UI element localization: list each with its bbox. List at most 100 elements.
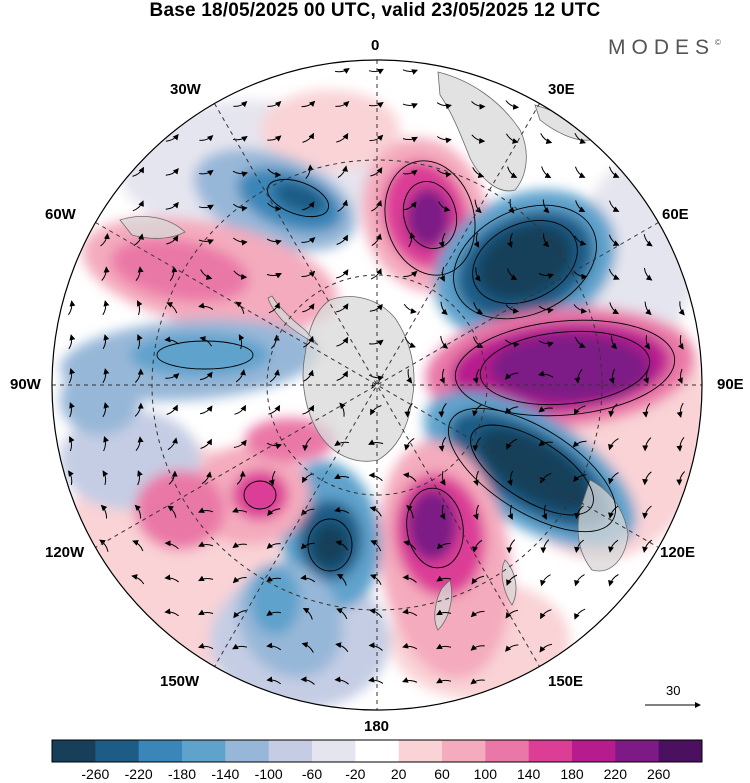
wind-arrow	[198, 609, 214, 615]
wind-arrow	[473, 232, 480, 248]
wind-arrow	[472, 437, 482, 452]
wind-arrow	[439, 368, 445, 384]
wind-arrow	[267, 101, 282, 108]
wind-arrow	[302, 303, 315, 313]
reference-vector-label: 30	[666, 683, 681, 698]
colorbar-tick-label: -180	[167, 766, 197, 782]
wind-arrow	[505, 644, 519, 652]
colorbar	[51, 739, 703, 763]
wind-arrow	[303, 369, 314, 382]
wind-arrow	[436, 609, 452, 616]
wind-arrow	[134, 368, 144, 383]
wind-arrow	[336, 269, 349, 279]
wind-arrow	[368, 374, 384, 382]
wind-arrow	[135, 436, 144, 452]
wind-arrow	[403, 303, 417, 314]
wind-arrow	[506, 470, 514, 486]
wind-arrow	[369, 102, 384, 108]
colorbar-tick-label: -20	[345, 766, 366, 782]
wind-arrow	[408, 232, 416, 248]
wind-arrow	[642, 539, 653, 553]
colorbar-tick-label: 260	[646, 766, 671, 782]
wind-arrow	[439, 504, 446, 520]
wind-arrow	[642, 437, 652, 452]
wind-arrow	[232, 643, 248, 650]
wind-arrow	[402, 69, 418, 75]
wind-arrow	[267, 135, 282, 142]
wind-arrow	[336, 336, 349, 347]
wind-arrow	[403, 169, 418, 176]
wind-arrow	[198, 642, 214, 650]
wind-arrow	[268, 302, 280, 314]
wind-arrow	[198, 507, 214, 513]
wind-arrow	[538, 370, 554, 378]
wind-arrow	[102, 402, 110, 418]
colorbar-tick-label: 100	[473, 766, 498, 782]
wind-arrow	[368, 68, 384, 75]
wind-arrow	[470, 610, 485, 618]
wind-arrow	[471, 575, 484, 585]
wind-arrow	[336, 234, 348, 245]
wind-arrow	[406, 369, 413, 384]
wind-arrow	[538, 305, 554, 314]
wind-arrow	[132, 540, 144, 552]
wind-arrow	[266, 576, 281, 582]
wind-arrow	[403, 270, 418, 278]
lon-label-150w: 150W	[160, 673, 200, 690]
wind-arrow	[334, 440, 349, 446]
wind-arrow	[505, 406, 519, 415]
wind-arrow	[102, 470, 109, 486]
wind-arrow	[336, 133, 349, 143]
wind-arrow	[369, 574, 382, 586]
colorbar-frame	[51, 739, 703, 763]
wind-arrow	[68, 470, 74, 485]
colorbar-swatch	[528, 740, 573, 762]
wind-arrow	[436, 575, 452, 582]
colorbar-tick-label: 220	[603, 766, 628, 782]
lon-label-60w: 60W	[45, 206, 76, 223]
wind-arrow	[643, 267, 653, 281]
wind-arrow	[267, 202, 282, 212]
wind-arrow	[436, 643, 452, 650]
wind-arrow	[334, 506, 350, 514]
wind-arrow	[540, 574, 551, 587]
wind-arrow	[267, 508, 281, 516]
wind-arrow	[439, 266, 445, 282]
wind-arrow	[505, 100, 520, 110]
wind-arrow	[436, 102, 452, 110]
wind-arrow	[103, 436, 109, 452]
wind-arrow	[335, 540, 349, 551]
wind-arrow	[438, 436, 447, 452]
wind-arrow	[336, 574, 347, 586]
wind-arrow	[137, 334, 143, 350]
wind-arrow	[301, 642, 314, 653]
wind-arrow	[402, 677, 418, 683]
wind-arrow	[504, 339, 520, 348]
wind-arrow	[542, 233, 550, 248]
wind-arrow	[438, 403, 447, 418]
wind-arrow	[198, 239, 214, 245]
wind-arrow	[505, 609, 518, 619]
wind-arrow	[336, 370, 348, 381]
wind-arrow	[232, 170, 248, 178]
wind-arrow	[334, 473, 350, 479]
wind-arrow	[369, 339, 384, 346]
wind-arrow	[608, 403, 618, 418]
wind-arrow	[572, 440, 587, 448]
wind-arrow	[608, 472, 619, 485]
wind-arrow	[300, 676, 315, 685]
wind-arrow	[201, 471, 212, 485]
wind-arrow	[642, 402, 651, 418]
wind-arrow	[404, 403, 413, 418]
colorbar-swatch	[225, 740, 270, 762]
wind-arrow	[134, 504, 142, 519]
wind-arrow	[233, 270, 248, 280]
wind-arrow	[642, 471, 652, 486]
wind-arrow	[505, 372, 519, 380]
wind-arrow	[303, 335, 314, 348]
wind-arrow	[540, 133, 553, 144]
colorbar-tick-label: 60	[434, 766, 450, 782]
wind-arrow	[574, 539, 584, 553]
wind-arrow	[232, 203, 248, 212]
wind-arrow	[472, 403, 483, 417]
